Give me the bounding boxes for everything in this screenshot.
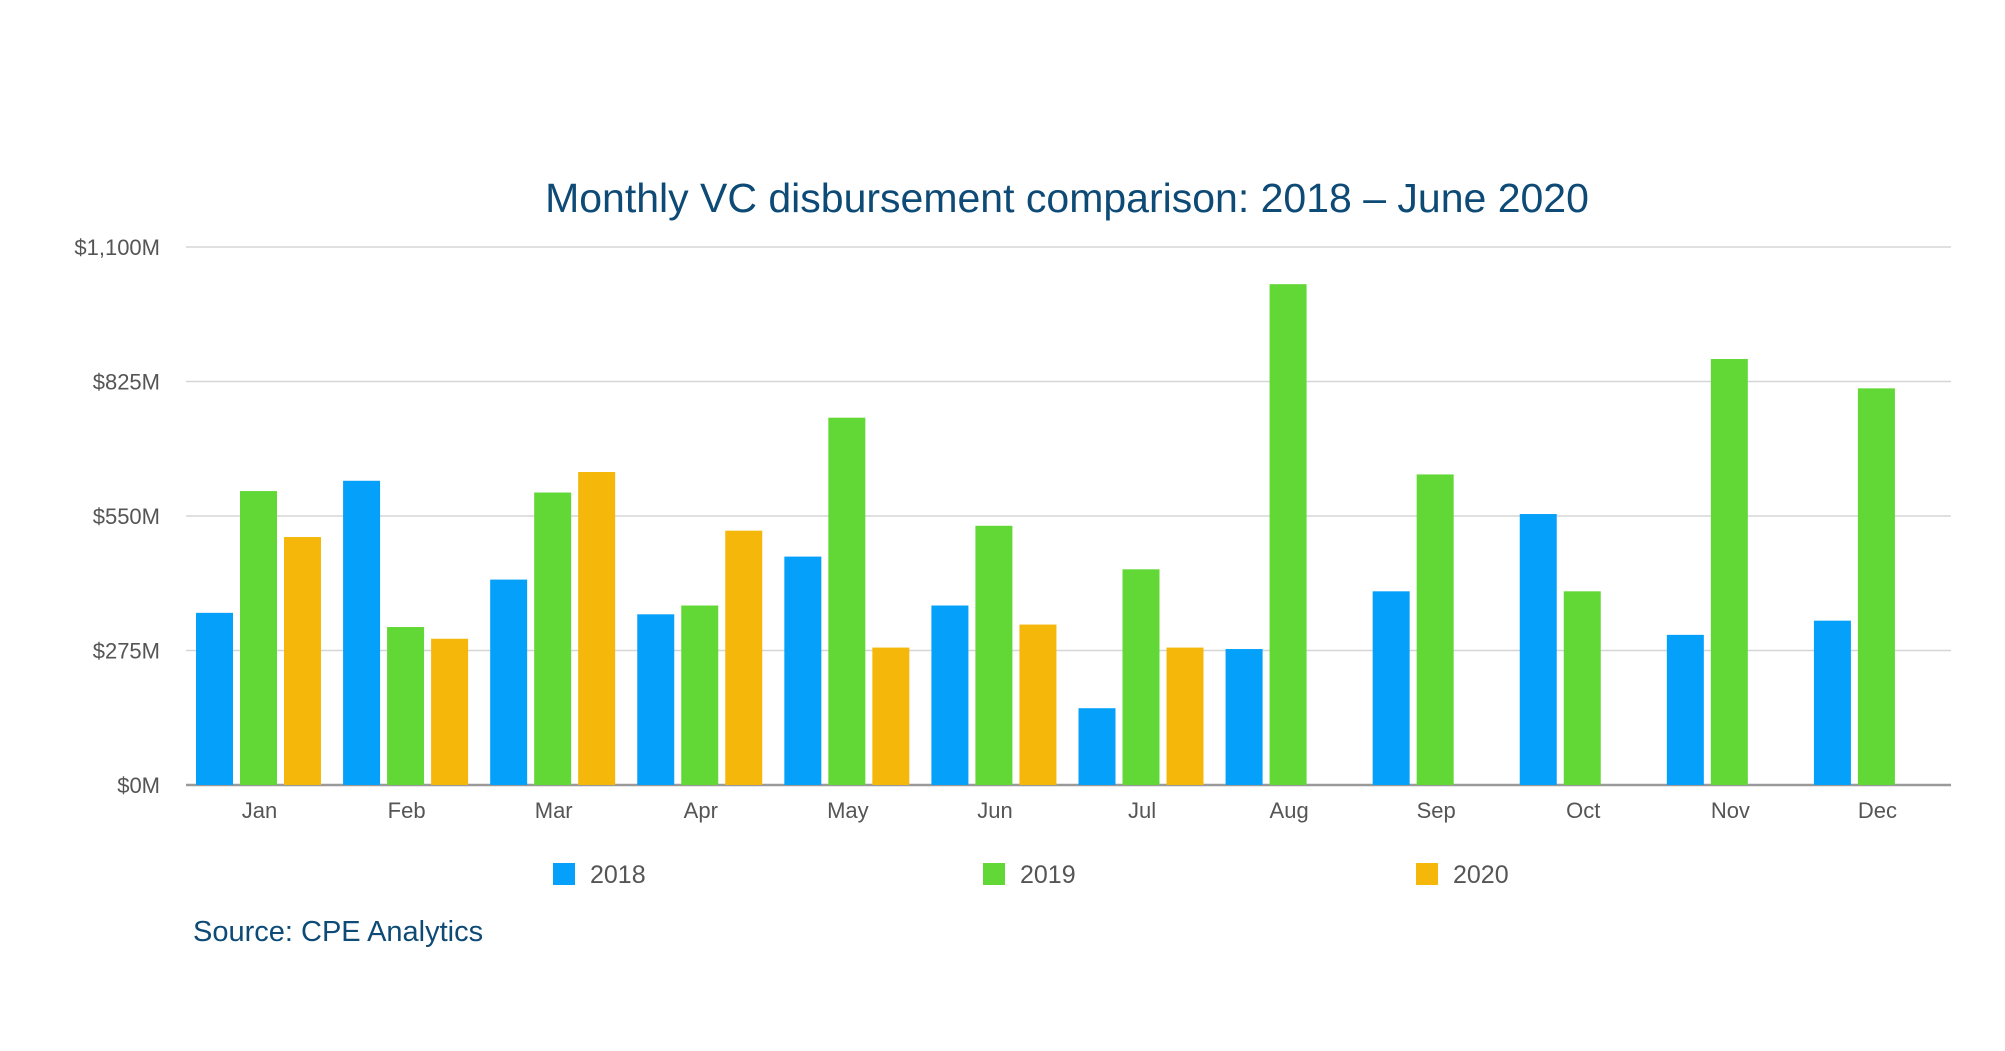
- bar-2019-oct: [1563, 591, 1601, 785]
- bar-2018-aug: [1225, 649, 1263, 785]
- x-tick-label: Oct: [1566, 798, 1600, 823]
- bar-2019-feb: [387, 627, 425, 785]
- bar-2018-oct: [1519, 514, 1557, 785]
- bar-2019-nov: [1710, 359, 1748, 785]
- bar-2018-nov: [1666, 634, 1704, 785]
- bar-2020-feb: [431, 638, 469, 785]
- bar-2018-mar: [490, 579, 528, 785]
- bar-2018-feb: [343, 480, 381, 785]
- legend-label-2019: 2019: [1020, 861, 1076, 889]
- bar-2019-apr: [681, 605, 719, 785]
- bar-2019-aug: [1269, 284, 1307, 785]
- x-tick-label: Mar: [535, 798, 573, 823]
- bar-2020-may: [872, 647, 910, 785]
- bar-2020-apr: [725, 530, 763, 785]
- bar-2019-jul: [1122, 569, 1160, 785]
- bar-2018-jul: [1078, 708, 1116, 785]
- bar-2018-jun: [931, 605, 969, 785]
- legend-label-2020: 2020: [1453, 861, 1509, 889]
- legend-swatch-2018: [553, 863, 575, 885]
- bar-2018-dec: [1813, 620, 1851, 785]
- bar-2019-jun: [975, 525, 1013, 785]
- bar-2018-sep: [1372, 591, 1410, 785]
- x-tick-label: Feb: [388, 798, 426, 823]
- bar-2019-may: [828, 417, 866, 785]
- bar-2018-jan: [196, 612, 233, 785]
- bar-2018-may: [784, 556, 822, 785]
- y-tick-label: $825M: [93, 370, 160, 395]
- legend-swatch-2020: [1416, 863, 1438, 885]
- source-note: Source: CPE Analytics: [193, 916, 483, 948]
- x-tick-label: Sep: [1417, 798, 1456, 823]
- bar-2020-jan: [284, 537, 321, 785]
- y-tick-label: $550M: [93, 504, 160, 529]
- x-tick-label: Dec: [1858, 798, 1897, 823]
- x-tick-label: Jan: [242, 798, 277, 823]
- bar-2018-apr: [637, 614, 675, 785]
- legend-swatch-2019: [983, 863, 1005, 885]
- x-tick-label: Nov: [1711, 798, 1750, 823]
- y-tick-label: $1,100M: [74, 235, 160, 260]
- x-tick-label: Jun: [977, 798, 1012, 823]
- bar-2020-mar: [578, 471, 616, 785]
- bar-2019-dec: [1857, 388, 1895, 785]
- bar-2020-jul: [1166, 647, 1204, 785]
- bar-2019-mar: [534, 492, 572, 785]
- bar-2020-jun: [1019, 624, 1057, 785]
- chart-title: Monthly VC disbursement comparison: 2018…: [545, 175, 1589, 221]
- y-tick-label: $0M: [117, 773, 160, 798]
- x-tick-label: Jul: [1128, 798, 1156, 823]
- y-tick-label: $275M: [93, 639, 160, 664]
- bar-2019-sep: [1416, 474, 1454, 785]
- x-tick-label: Aug: [1270, 798, 1309, 823]
- x-tick-label: Apr: [684, 798, 718, 823]
- x-tick-label: May: [827, 798, 869, 823]
- bar-2019-jan: [240, 491, 277, 785]
- legend-label-2018: 2018: [590, 861, 646, 889]
